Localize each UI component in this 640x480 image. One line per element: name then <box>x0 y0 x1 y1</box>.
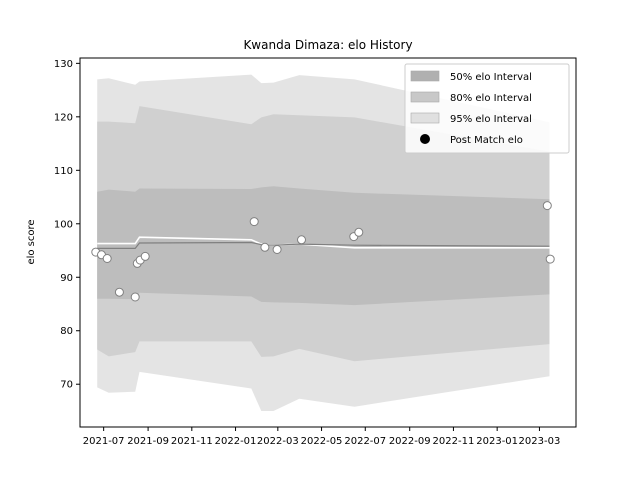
highlight-line <box>97 236 550 249</box>
y-tick-label: 100 <box>54 219 73 230</box>
mean-line <box>97 241 550 249</box>
x-tick-label: 2022-05 <box>301 436 343 447</box>
post-match-point <box>114 287 124 297</box>
x-tick-label: 2022-09 <box>389 436 431 447</box>
y-axis: 70 80 90 100 110 120 130 <box>54 59 80 391</box>
legend-swatch <box>410 70 440 82</box>
x-tick-label: 2022-03 <box>257 436 299 447</box>
post-match-point <box>297 235 306 245</box>
post-match-point <box>249 217 259 227</box>
x-tick-label: 2021-07 <box>83 436 125 447</box>
post-match-point <box>130 292 140 302</box>
post-match-points <box>91 201 555 302</box>
x-tick-label: 2021-11 <box>171 436 213 447</box>
x-tick-label: 2023-01 <box>476 436 518 447</box>
x-axis: 2021-07 2021-09 2021-11 2022-01 2022-03 2022-… <box>83 427 561 447</box>
post-match-point <box>272 245 282 254</box>
x-tick-label: 2023-03 <box>519 436 561 447</box>
y-tick-label: 120 <box>54 112 73 123</box>
legend-swatch <box>410 91 440 103</box>
legend: 50% elo Interval 80% elo Interval 95% elo … <box>404 63 570 154</box>
post-match-point <box>140 251 150 261</box>
x-tick-label: 2022-01 <box>215 436 257 447</box>
legend-label: 50% elo Interval <box>450 72 532 83</box>
legend-marker <box>420 134 430 144</box>
plot-frame <box>79 57 577 428</box>
legend-box <box>404 63 570 154</box>
mean-lines <box>97 236 550 249</box>
post-match-point <box>542 201 552 211</box>
post-match-point <box>102 254 112 263</box>
y-tick-label: 130 <box>54 59 73 70</box>
y-axis-label: elo score <box>26 219 37 264</box>
y-tick-label: 110 <box>54 166 73 177</box>
interval-bands <box>97 74 550 411</box>
chart-title: Kwanda Dimaza: elo History <box>243 38 412 52</box>
legend-label: Post Match elo <box>450 135 523 146</box>
x-tick-label: 2022-11 <box>433 436 475 447</box>
legend-label: 80% elo Interval <box>450 93 532 104</box>
post-match-point <box>260 242 270 252</box>
post-match-point <box>354 227 364 237</box>
x-tick-label: 2021-09 <box>127 436 169 447</box>
legend-swatch <box>410 112 440 124</box>
y-tick-label: 80 <box>60 326 73 337</box>
y-tick-label: 90 <box>60 273 73 284</box>
legend-label: 95% elo Interval <box>450 114 532 125</box>
post-match-point <box>545 254 555 264</box>
y-tick-label: 70 <box>60 380 73 391</box>
x-tick-label: 2022-07 <box>344 436 386 447</box>
